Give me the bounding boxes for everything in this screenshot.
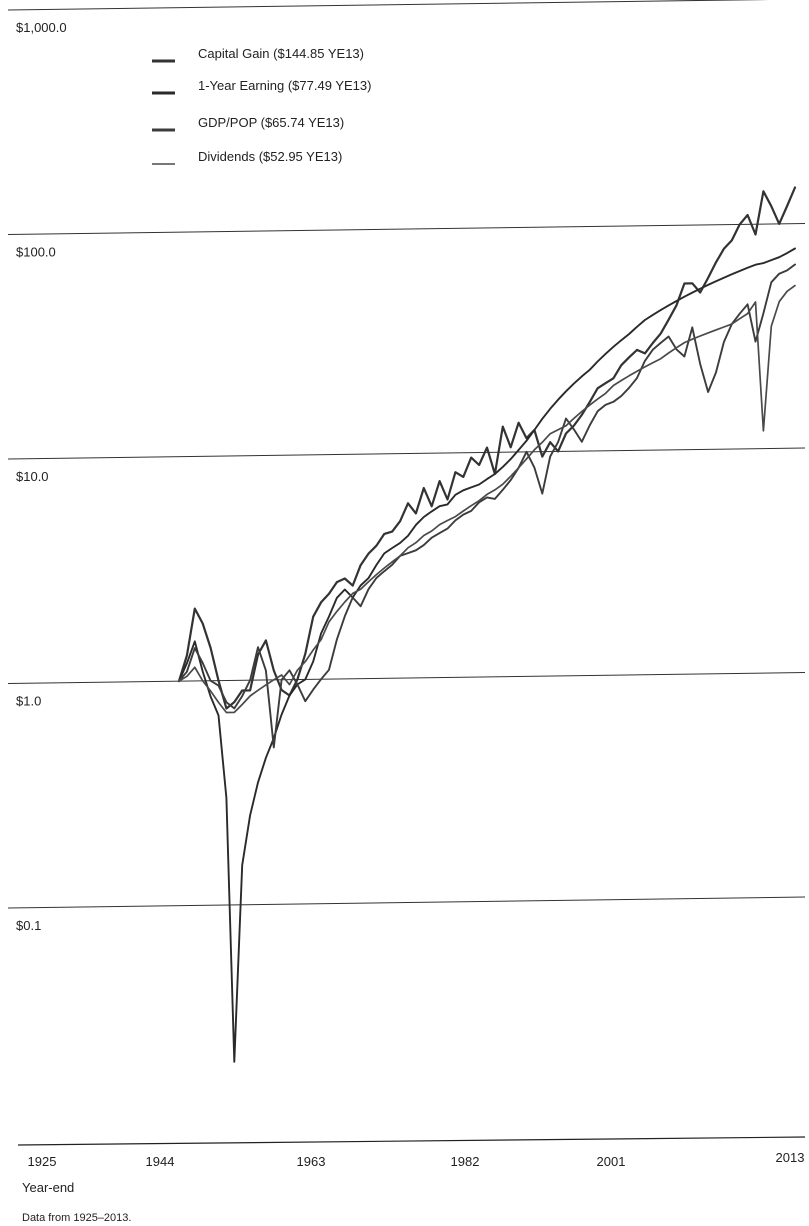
x-tick-label: 1944 (146, 1154, 175, 1169)
series-line-1 (178, 247, 796, 1063)
x-tick-label: 1925 (28, 1154, 57, 1169)
y-tick-label: $0.1 (16, 918, 41, 933)
gridline-2 (7, 447, 806, 460)
legend-label: 1-Year Earning ($77.49 YE13) (198, 78, 371, 93)
grid-lines (7, 0, 806, 909)
legend-label: GDP/POP ($65.74 YE13) (198, 115, 344, 130)
gridline-1 (7, 223, 806, 235)
x-tick-label: 2013 (776, 1150, 805, 1165)
legend-label: Dividends ($52.95 YE13) (198, 149, 342, 164)
data-range-note: Data from 1925–2013. (22, 1212, 131, 1224)
x-tick-label: 2001 (597, 1154, 626, 1169)
gridline-3 (7, 672, 806, 684)
series-lines (177, 186, 797, 1063)
y-tick-labels: $1,000.0 $100.0 $10.0 $1.0 $0.1 (16, 20, 67, 933)
x-tick-label: 1982 (451, 1154, 480, 1169)
gridline-0 (7, 0, 769, 11)
x-axis-line (17, 1136, 806, 1146)
gridline-4 (7, 896, 806, 909)
legend: Capital Gain ($144.85 YE13) 1-Year Earnin… (152, 46, 371, 165)
x-axis-label: Year-end (22, 1180, 74, 1195)
legend-label: Capital Gain ($144.85 YE13) (198, 46, 364, 61)
y-tick-label: $10.0 (16, 469, 49, 484)
series-line-3 (178, 284, 796, 714)
y-tick-label: $1,000.0 (16, 20, 67, 35)
series-line-0 (177, 186, 797, 710)
y-tick-label: $100.0 (16, 245, 56, 260)
x-tick-labels: 1925 1944 1963 1982 2001 2013 (28, 1150, 805, 1169)
series-line-2 (178, 263, 796, 749)
x-tick-label: 1963 (297, 1154, 326, 1169)
y-tick-label: $1.0 (16, 694, 41, 709)
